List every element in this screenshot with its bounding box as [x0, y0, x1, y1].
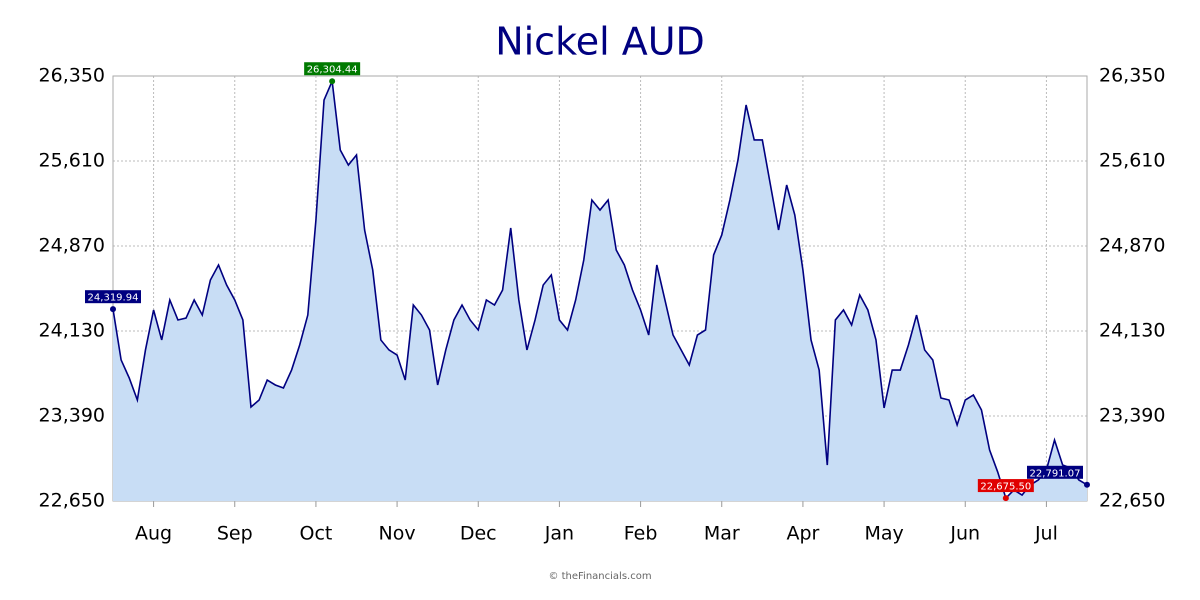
area [113, 81, 1087, 501]
value-label-box [977, 479, 1034, 493]
y-tick-label: 25,610 [39, 150, 105, 172]
y-tick-label: 24,870 [39, 235, 105, 257]
y-tick-label: 23,390 [39, 405, 105, 427]
x-tick-label: Jan [544, 523, 574, 545]
y-tick-label: 24,130 [39, 320, 105, 342]
value-label: 22,675.50 [980, 482, 1031, 493]
point-marker [1002, 495, 1009, 502]
value-label: 24,319.94 [88, 293, 139, 304]
y-tick-label: 26,350 [39, 65, 105, 87]
x-tick-label: Nov [379, 523, 416, 545]
x-tick-label: Dec [460, 523, 497, 545]
value-label: 26,304.44 [307, 65, 358, 76]
x-tick-label: Jul [1034, 523, 1058, 545]
value-label-box [304, 62, 361, 76]
x-tick-label: Jun [949, 523, 980, 545]
value-label: 22,791.07 [1030, 468, 1081, 479]
point-marker [110, 306, 116, 313]
y2-tick-label: 24,130 [1099, 320, 1165, 342]
point-marker [1084, 481, 1090, 488]
y2-tick-label: 22,650 [1099, 490, 1165, 512]
point-marker [329, 78, 336, 85]
x-tick-label: Feb [624, 523, 658, 545]
x-tick-label: Mar [704, 523, 740, 545]
y2-tick-label: 26,350 [1099, 65, 1165, 87]
y2-tick-label: 24,870 [1099, 235, 1165, 257]
y2-tick-label: 23,390 [1099, 405, 1165, 427]
line [112, 78, 1088, 500]
chart-title: Nickel AUD [495, 20, 705, 64]
x-tick-label: Apr [786, 523, 819, 545]
y-tick-label: 22,650 [39, 490, 105, 512]
x-tick-label: Sep [217, 523, 253, 545]
y2-tick-label: 25,610 [1099, 150, 1165, 172]
x-tick-label: Oct [299, 523, 332, 545]
x-tick-label: Aug [135, 523, 172, 545]
source: © theFinancials.com [548, 571, 651, 582]
x-tick-label: May [864, 523, 903, 545]
value-label-box [85, 290, 141, 304]
value-label-box [1027, 465, 1083, 479]
